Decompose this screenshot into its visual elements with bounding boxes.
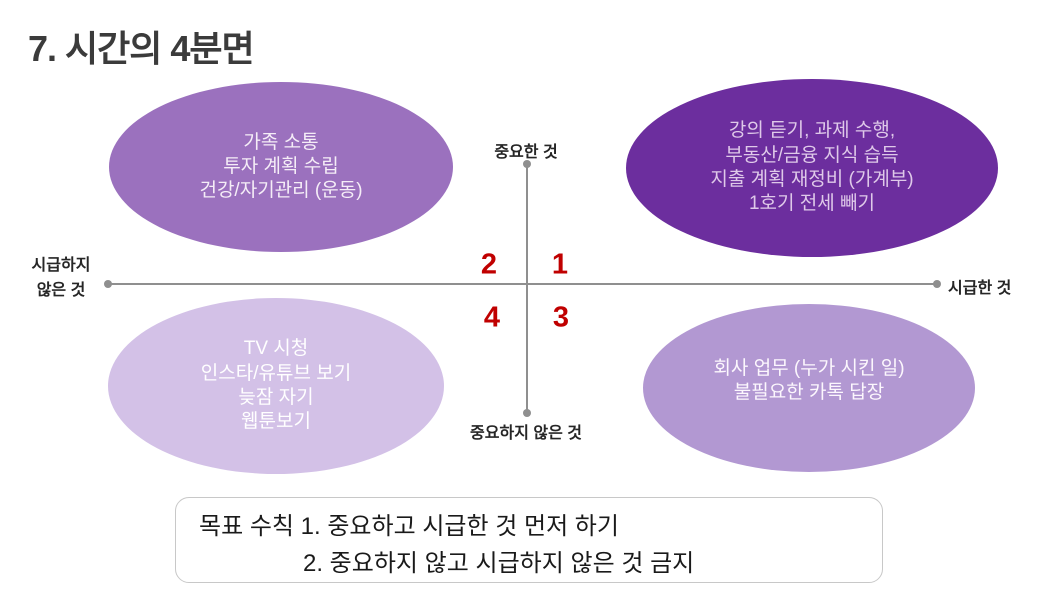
goal-box: 목표 수칙 1. 중요하고 시급한 것 먼저 하기 2. 중요하지 않고 시급하…: [175, 497, 883, 583]
q2-line: 가족 소통: [243, 131, 319, 153]
q1-line: 강의 듣기, 과제 수행,: [728, 120, 896, 142]
quadrant-ellipse-q3: 회사 업무 (누가 시킨 일) 불필요한 카톡 답장: [643, 304, 975, 472]
q1-line: 부동산/금융 지식 습득: [725, 144, 899, 166]
q4-line: 웹툰보기: [241, 411, 311, 433]
axis-endpoint-dot-bottom: [523, 409, 531, 417]
q1-line: 지출 계획 재정비 (가계부): [710, 169, 914, 190]
axis-label-not-urgent-line: 않은 것: [36, 281, 86, 299]
axis-endpoint-dot-right: [933, 280, 941, 288]
axis-label-not-important: 중요하지 않은 것: [470, 425, 582, 442]
q2-line: 건강/자기관리 (운동): [199, 180, 363, 202]
axis-label-important: 중요한 것: [494, 144, 558, 161]
quadrant-number-4: 4: [483, 301, 501, 334]
q4-line: TV 시청: [243, 338, 309, 360]
quadrant-number-3: 3: [552, 301, 570, 334]
q4-line: 인스타/유튜브 보기: [200, 362, 352, 384]
axis-endpoint-dot-top: [523, 160, 531, 168]
quadrant-number-2: 2: [480, 248, 498, 281]
goal-rule-1: 목표 수칙 1. 중요하고 시급한 것 먼저 하기: [199, 513, 619, 540]
quadrant-ellipse-q4: TV 시청 인스타/유튜브 보기 늦잠 자기 웹툰보기: [108, 298, 444, 474]
goal-rule-2: 2. 중요하지 않고 시급하지 않은 것 금지: [303, 550, 695, 578]
axis-label-urgent: 시급한 것: [948, 280, 1012, 297]
horizontal-axis-line: [108, 283, 937, 285]
q2-line: 투자 계획 수립: [223, 155, 339, 177]
axis-label-not-urgent: 시급하지 않은 것: [18, 254, 104, 304]
quadrant-number-1: 1: [551, 248, 569, 281]
q3-line: 불필요한 카톡 답장: [733, 382, 885, 403]
quadrant-ellipse-q1: 강의 듣기, 과제 수행, 부동산/금융 지식 습득 지출 계획 재정비 (가계…: [626, 79, 998, 257]
slide-title: 7. 시간의 4분면: [28, 28, 255, 69]
q1-line: 1호기 전세 빼기: [748, 193, 875, 215]
quadrant-ellipse-q2: 가족 소통 투자 계획 수립 건강/자기관리 (운동): [109, 82, 453, 252]
q3-line: 회사 업무 (누가 시킨 일): [713, 357, 905, 379]
axis-label-not-urgent-line: 시급하지: [31, 257, 91, 274]
axis-endpoint-dot-left: [104, 280, 112, 288]
q4-line: 늦잠 자기: [238, 387, 314, 408]
vertical-axis-line: [526, 163, 528, 413]
